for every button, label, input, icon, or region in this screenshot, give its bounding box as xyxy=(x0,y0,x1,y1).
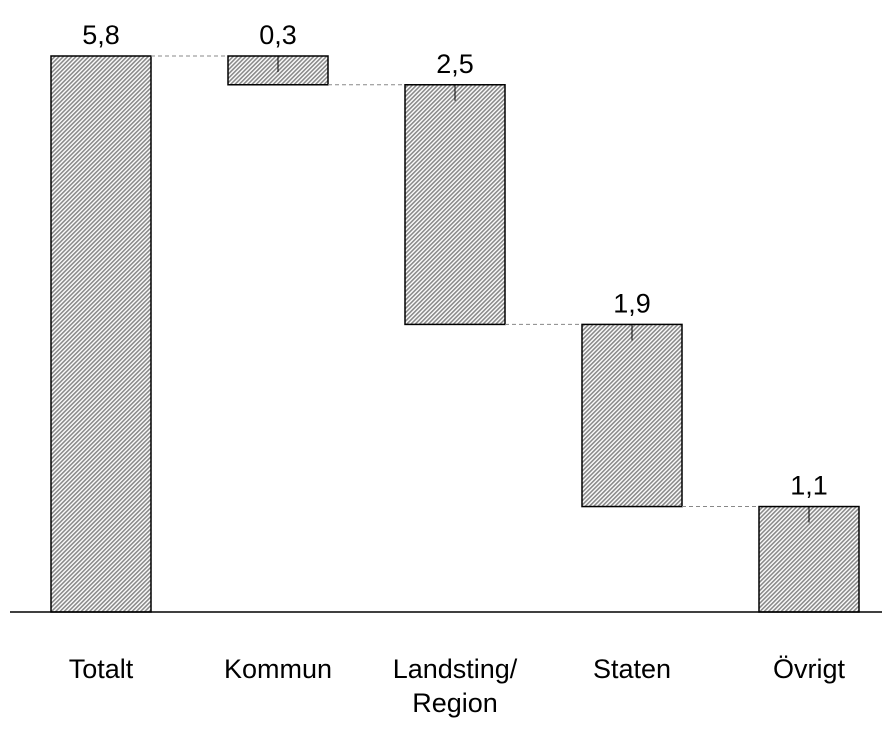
value-label: 2,5 xyxy=(436,49,474,79)
value-label: 1,9 xyxy=(613,288,651,318)
x-tick-label: Staten xyxy=(592,654,672,684)
value-label: 5,8 xyxy=(82,20,120,50)
value-label: 0,3 xyxy=(259,20,297,50)
bar xyxy=(404,84,506,326)
bar xyxy=(581,323,683,508)
x-tick-label: Totalt xyxy=(68,654,134,684)
x-tick-label: Landsting/ Region xyxy=(392,654,518,718)
value-label: 1,1 xyxy=(790,471,828,501)
x-tick-label: Kommun xyxy=(223,654,333,684)
bar xyxy=(50,55,152,613)
x-tick-label: Övrigt xyxy=(772,654,845,684)
